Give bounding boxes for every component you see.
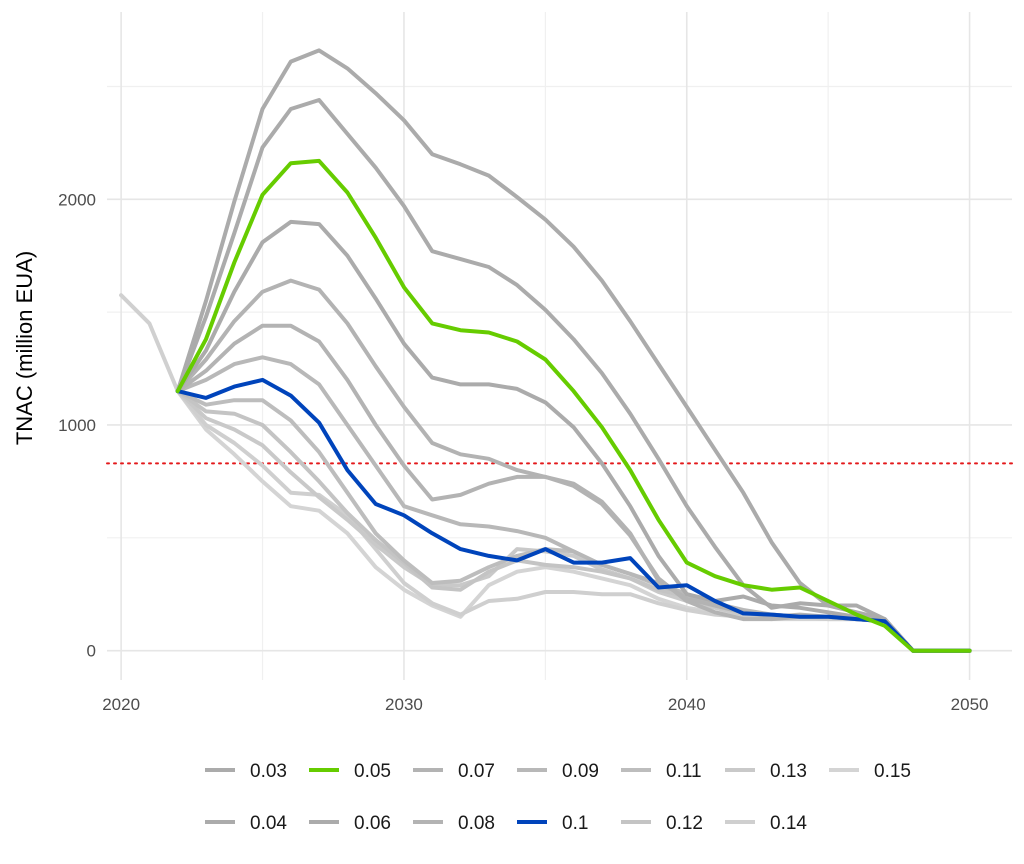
x-tick-label: 2030 <box>385 695 423 714</box>
legend-item-0.1: 0.1 <box>517 813 588 834</box>
history-line <box>119 293 180 394</box>
legend-label: 0.13 <box>770 761 807 782</box>
legend-item-0.15: 0.15 <box>829 761 911 782</box>
y-tick-label: 2000 <box>58 190 96 209</box>
legend-item-0.13: 0.13 <box>725 761 807 782</box>
legend-label: 0.11 <box>666 761 702 782</box>
legend-item-0.12: 0.12 <box>621 813 703 834</box>
x-tick-label: 2040 <box>668 695 706 714</box>
legend-label: 0.07 <box>458 761 495 782</box>
legend-item-0.06: 0.06 <box>309 813 391 834</box>
series-line-0.07 <box>175 278 972 653</box>
legend-label: 0.14 <box>770 813 807 834</box>
y-axis-title: TNAC (million EUA) <box>12 251 37 445</box>
legend-item-0.07: 0.07 <box>413 761 495 782</box>
x-axis-ticks: 2020 2030 2040 2050 <box>102 695 988 714</box>
y-tick-label: 0 <box>87 642 96 661</box>
legend: 0.03 0.05 0.07 0.09 0.11 0.13 0.15 0.04 0.06 0.08… <box>205 761 911 834</box>
series-line-0.1 <box>175 377 972 653</box>
y-tick-label: 1000 <box>58 416 96 435</box>
minor-gridlines <box>107 12 1012 680</box>
legend-label: 0.1 <box>562 813 588 834</box>
series-line-0.06 <box>175 219 972 653</box>
legend-label: 0.08 <box>458 813 495 834</box>
legend-item-0.14: 0.14 <box>725 813 807 834</box>
legend-label: 0.12 <box>666 813 703 834</box>
legend-label: 0.04 <box>250 813 287 834</box>
legend-item-0.11: 0.11 <box>621 761 702 782</box>
series-line-0.05 <box>175 158 972 653</box>
legend-item-0.03: 0.03 <box>205 761 287 782</box>
legend-label: 0.15 <box>874 761 911 782</box>
legend-item-0.05: 0.05 <box>309 761 391 782</box>
legend-label: 0.06 <box>354 813 391 834</box>
legend-item-0.09: 0.09 <box>517 761 599 782</box>
legend-label: 0.09 <box>562 761 599 782</box>
series-lines <box>119 48 972 653</box>
x-tick-label: 2050 <box>951 695 989 714</box>
series-line-0.08 <box>175 323 972 653</box>
major-gridlines <box>107 12 1012 680</box>
legend-label: 0.05 <box>354 761 391 782</box>
x-tick-label: 2020 <box>102 695 140 714</box>
legend-item-0.08: 0.08 <box>413 813 495 834</box>
legend-item-0.04: 0.04 <box>205 813 287 834</box>
legend-label: 0.03 <box>250 761 287 782</box>
y-axis-ticks: 0 1000 2000 <box>58 190 96 660</box>
series-line-0.03 <box>175 48 972 653</box>
